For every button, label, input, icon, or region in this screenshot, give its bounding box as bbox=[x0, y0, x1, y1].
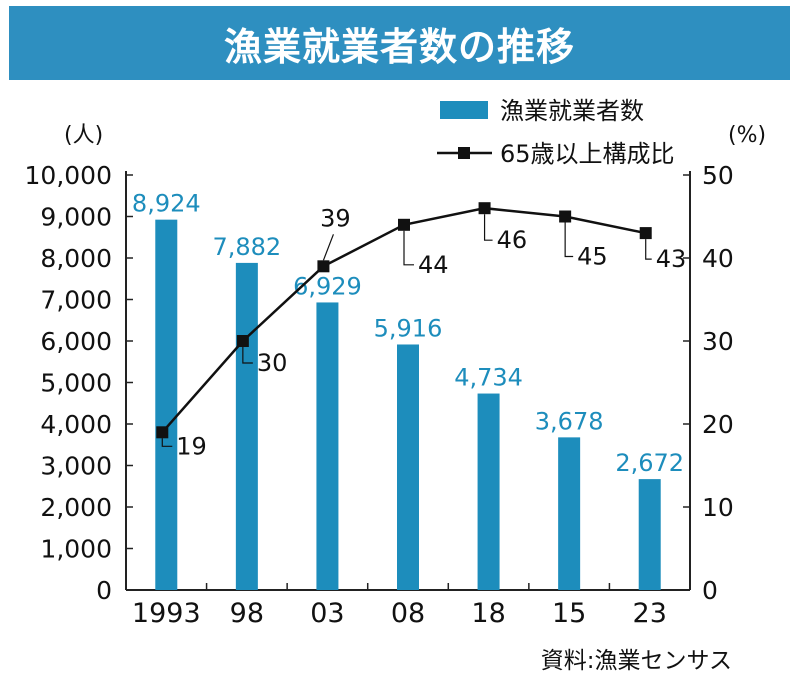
x-tick-label: 18 bbox=[471, 598, 505, 629]
line-label-leader bbox=[483, 214, 493, 241]
left-tick-label: 1,000 bbox=[40, 535, 112, 564]
right-axis-unit: (%) bbox=[728, 123, 766, 148]
left-tick-label: 2,000 bbox=[40, 493, 112, 522]
line-label-leader bbox=[564, 222, 574, 258]
x-tick-label: 98 bbox=[230, 598, 264, 629]
right-tick-label: 50 bbox=[702, 161, 734, 190]
bar bbox=[155, 219, 178, 591]
bar bbox=[558, 437, 581, 590]
line-data-label: 45 bbox=[577, 243, 608, 271]
line-point bbox=[156, 426, 169, 439]
line-point bbox=[559, 210, 572, 223]
bar bbox=[316, 302, 339, 590]
right-tick-label: 10 bbox=[702, 493, 734, 522]
line-data-label: 30 bbox=[257, 349, 288, 377]
left-tick-label: 0 bbox=[96, 576, 112, 605]
right-tick-label: 20 bbox=[702, 410, 734, 439]
legend-bar-swatch bbox=[440, 101, 488, 119]
left-tick-label: 5,000 bbox=[40, 369, 112, 398]
x-tick-label: 08 bbox=[391, 598, 425, 629]
left-tick-label: 3,000 bbox=[40, 452, 112, 481]
line-point bbox=[236, 335, 249, 347]
left-tick-label: 7,000 bbox=[40, 286, 112, 315]
line-data-label: 43 bbox=[656, 245, 687, 273]
x-tick-label: 03 bbox=[310, 598, 344, 629]
bar bbox=[477, 393, 500, 590]
right-tick-label: 30 bbox=[702, 327, 734, 356]
line-point bbox=[639, 227, 652, 240]
line-point bbox=[317, 260, 330, 273]
left-tick-label: 9,000 bbox=[40, 203, 112, 232]
line-point bbox=[478, 202, 491, 215]
right-tick-label: 40 bbox=[702, 244, 734, 273]
bar-data-label: 7,882 bbox=[212, 233, 281, 261]
line-data-label: 19 bbox=[176, 432, 207, 460]
chart-title: 漁業就業者数の推移 bbox=[9, 6, 790, 80]
line-data-label: 39 bbox=[320, 204, 351, 232]
line-label-leader bbox=[242, 347, 253, 364]
legend-bar-label: 漁業就業者数 bbox=[500, 97, 644, 125]
left-axis-unit: (人) bbox=[64, 123, 103, 148]
line-data-label: 44 bbox=[418, 251, 449, 279]
x-tick-label: 23 bbox=[633, 598, 667, 629]
line-label-leader bbox=[161, 438, 173, 447]
x-tick-label: 15 bbox=[552, 598, 586, 629]
legend-line-label: 65歳以上構成比 bbox=[500, 140, 675, 168]
bar bbox=[397, 344, 419, 590]
line-label-leader bbox=[403, 230, 414, 266]
left-tick-label: 8,000 bbox=[40, 244, 112, 273]
line-label-leader bbox=[645, 239, 652, 260]
line-label-leader bbox=[322, 234, 334, 261]
bar-data-label: 3,678 bbox=[535, 407, 604, 435]
legend-line-marker bbox=[458, 147, 470, 159]
bar-data-label: 2,672 bbox=[615, 449, 684, 477]
right-tick-label: 0 bbox=[702, 576, 718, 605]
left-tick-label: 6,000 bbox=[40, 327, 112, 356]
bar bbox=[235, 262, 258, 590]
bar bbox=[638, 479, 661, 590]
bar-data-label: 8,924 bbox=[132, 190, 201, 218]
line-point bbox=[398, 218, 410, 231]
x-tick-label: 1993 bbox=[132, 598, 201, 629]
bar-data-label: 4,734 bbox=[454, 364, 523, 392]
line-data-label: 46 bbox=[497, 226, 528, 254]
left-tick-label: 10,000 bbox=[25, 161, 112, 190]
bar-data-label: 6,929 bbox=[293, 272, 362, 300]
bar-data-label: 5,916 bbox=[374, 314, 443, 342]
left-tick-label: 4,000 bbox=[40, 410, 112, 439]
source-note: 資料:漁業センサス bbox=[541, 648, 732, 674]
